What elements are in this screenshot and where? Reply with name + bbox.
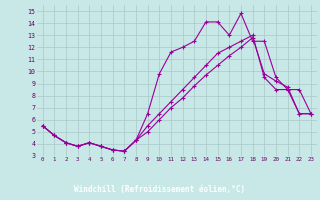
- Text: Windchill (Refroidissement éolien,°C): Windchill (Refroidissement éolien,°C): [75, 185, 245, 194]
